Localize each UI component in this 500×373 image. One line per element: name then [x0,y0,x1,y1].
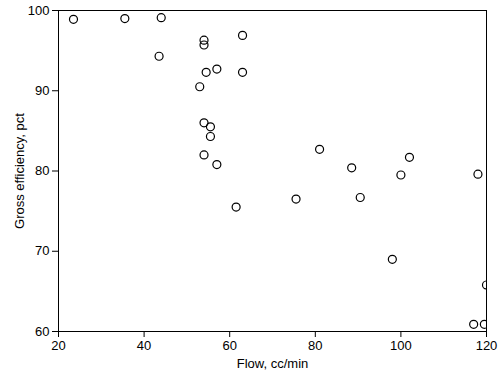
svg-text:Gross efficiency, pct: Gross efficiency, pct [12,113,27,229]
svg-text:100: 100 [28,3,50,18]
svg-text:80: 80 [308,338,322,353]
svg-text:40: 40 [137,338,151,353]
svg-text:100: 100 [390,338,412,353]
svg-text:70: 70 [35,243,49,258]
svg-text:20: 20 [51,338,65,353]
svg-text:80: 80 [35,163,49,178]
svg-text:90: 90 [35,83,49,98]
svg-text:Flow, cc/min: Flow, cc/min [237,356,309,371]
svg-text:60: 60 [35,324,49,339]
svg-text:120: 120 [476,338,498,353]
svg-text:60: 60 [222,338,236,353]
